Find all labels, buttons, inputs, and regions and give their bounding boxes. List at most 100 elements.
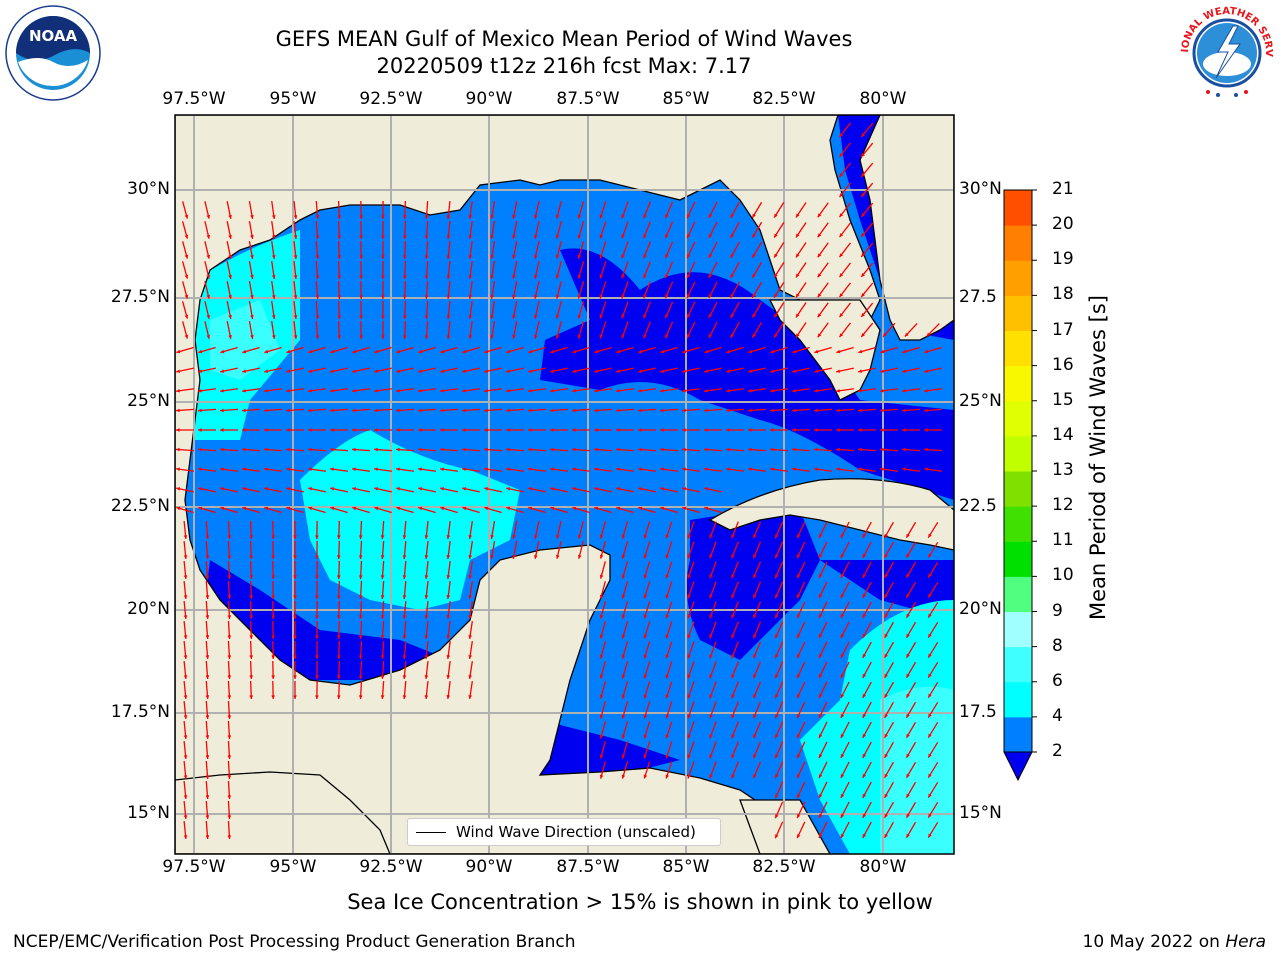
wind-arrow-head: [205, 675, 210, 679]
wind-arrow-head: [315, 315, 320, 319]
wind-arrow-head: [621, 594, 626, 599]
wind-arrow-head: [775, 594, 779, 599]
wind-arrow-head: [726, 408, 730, 413]
wind-arrow-head: [731, 694, 735, 699]
wind-arrow-head: [402, 555, 407, 559]
wind-arrow-head: [906, 693, 910, 698]
wind-arrow-head: [250, 215, 254, 219]
chart-subtitle: 20220509 t12z 216h fcst Max: 7.17: [376, 54, 752, 78]
wind-arrow-head: [577, 214, 582, 219]
wind-arrow-head: [643, 334, 647, 339]
wind-arrow-head: [184, 234, 189, 239]
wind-arrow-head: [506, 349, 511, 354]
wind-arrow-head: [468, 335, 473, 339]
wind-arrow-head: [286, 447, 290, 452]
wind-arrow-head: [818, 754, 823, 759]
colorbar-segment: [1004, 435, 1032, 472]
wind-arrow-head: [205, 635, 210, 639]
wind-arrow-head: [308, 349, 313, 354]
wind-arrow-head: [577, 314, 582, 319]
wind-arrow-head: [775, 834, 779, 839]
wind-arrow-head: [621, 634, 626, 639]
wind-arrow-head: [709, 714, 713, 719]
wind-arrow-head: [572, 428, 576, 432]
wind-arrow-head: [797, 814, 801, 819]
wind-arrow-head: [205, 755, 210, 759]
wind-arrow-head: [440, 487, 445, 491]
wind-arrow-head: [862, 533, 867, 538]
wind-arrow-head: [550, 467, 554, 472]
wind-arrow-head: [880, 467, 884, 472]
wind-arrow-head: [228, 254, 232, 259]
wind-arrow-head: [359, 335, 363, 339]
wind-arrow-head: [490, 275, 494, 279]
wind-arrow-head: [748, 428, 752, 432]
wind-arrow-head: [836, 388, 840, 393]
wind-arrow-head: [638, 447, 642, 452]
wind-arrow-head: [797, 574, 801, 579]
wind-arrow-head: [862, 753, 867, 758]
wind-arrow-head: [374, 369, 379, 373]
wind-arrow-head: [462, 388, 466, 393]
wind-arrow-head: [775, 534, 779, 539]
wind-arrow-head: [402, 535, 407, 539]
wind-arrow-head: [228, 314, 232, 319]
wind-arrow-head: [184, 274, 189, 279]
wind-arrow-head: [315, 615, 319, 619]
wind-arrow-head: [709, 674, 713, 679]
wind-arrow-head: [880, 408, 884, 413]
wind-arrow-head: [293, 615, 297, 619]
colorbar-segment: [1004, 716, 1032, 753]
colorbar-segment: [1004, 225, 1032, 261]
wind-arrow-head: [424, 235, 429, 239]
wind-arrow-head: [928, 553, 932, 558]
wind-arrow-head: [446, 295, 451, 299]
wind-arrow-head: [731, 554, 735, 559]
wind-arrow-head: [906, 773, 910, 778]
lon-tick-bottom: 85°W: [662, 857, 710, 877]
wind-arrow-head: [468, 535, 472, 539]
wind-arrow-head: [818, 714, 823, 719]
wind-arrow-head: [286, 349, 291, 354]
wind-arrow-head: [446, 695, 451, 699]
wind-arrow-head: [638, 369, 643, 373]
wind-arrow-head: [731, 594, 735, 599]
wind-arrow-head: [440, 428, 444, 432]
wind-arrow-head: [424, 215, 429, 219]
wind-arrow-head: [858, 388, 862, 393]
wind-arrow-head: [446, 335, 451, 339]
wind-arrow-head: [840, 674, 845, 679]
wind-arrow-head: [928, 813, 932, 818]
wind-arrow-head: [665, 234, 669, 239]
wind-arrow-head: [687, 294, 691, 299]
wind-arrow-head: [880, 447, 884, 452]
wind-arrow-head: [228, 234, 232, 239]
wind-arrow-head: [550, 388, 554, 393]
wind-arrow-head: [752, 233, 756, 238]
wind-arrow-head: [286, 428, 290, 432]
wind-arrow-head: [286, 487, 291, 491]
wind-arrow-head: [770, 369, 775, 373]
wind-arrow-head: [687, 554, 691, 559]
lon-tick-top: 95°W: [269, 89, 317, 109]
wind-arrow-head: [753, 554, 757, 559]
wind-arrow-head: [250, 255, 254, 259]
wind-arrow-head: [730, 293, 734, 298]
wind-arrow-head: [726, 349, 731, 354]
wind-arrow-head: [861, 313, 865, 317]
wind-arrow-head: [337, 695, 341, 699]
wind-arrow-head: [594, 487, 599, 491]
wind-arrow-head: [906, 653, 910, 658]
wind-arrow-head: [577, 334, 582, 339]
wind-arrow-head: [468, 635, 472, 639]
wind-arrow-head: [242, 467, 246, 472]
wind-arrow-head: [572, 349, 577, 354]
wind-arrow-head: [446, 655, 451, 659]
wind-arrow-head: [418, 428, 422, 432]
wind-arrow-head: [861, 233, 865, 237]
wind-arrow-head: [774, 233, 778, 238]
wind-arrow-head: [528, 388, 532, 393]
wind-arrow-head: [250, 335, 254, 339]
wind-arrow-head: [249, 535, 254, 539]
wind-arrow-head: [205, 715, 210, 719]
